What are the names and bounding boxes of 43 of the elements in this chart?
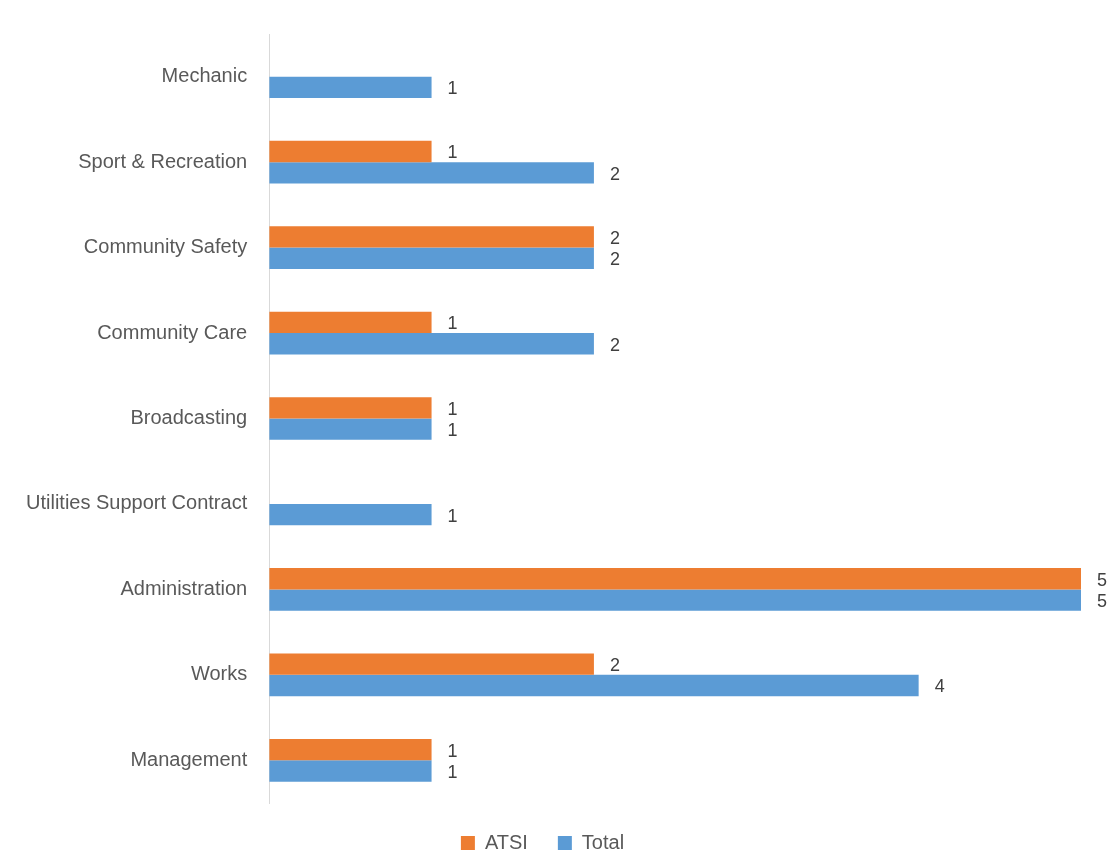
bar — [269, 333, 594, 355]
data-label: 2 — [609, 227, 620, 248]
bar — [269, 247, 594, 269]
y-tick-label: Community Care — [97, 320, 248, 343]
legend-label: ATSI — [484, 830, 528, 853]
data-label: 2 — [609, 334, 620, 355]
data-label: 1 — [447, 761, 458, 782]
bar — [269, 674, 919, 697]
data-label: 1 — [447, 142, 458, 163]
y-tick-label: Works — [190, 662, 248, 685]
data-label: 5 — [1097, 569, 1108, 590]
bar — [269, 589, 1081, 611]
bar — [269, 162, 594, 184]
data-label: 1 — [447, 505, 458, 526]
bar — [269, 760, 432, 782]
bar — [269, 140, 432, 163]
bar — [269, 568, 1081, 590]
y-tick-label: Utilities Support Contract — [26, 491, 248, 514]
data-label: 1 — [447, 78, 458, 99]
bar — [269, 311, 432, 334]
bar — [269, 418, 432, 440]
y-tick-label: Mechanic — [161, 64, 248, 87]
y-tick-label: Management — [130, 747, 248, 770]
legend-label: Total — [581, 830, 625, 853]
y-tick-label: Administration — [120, 576, 248, 599]
data-label: 4 — [934, 676, 945, 697]
y-tick-label: Community Safety — [83, 235, 248, 258]
bar — [269, 397, 432, 419]
y-tick-label: Broadcasting — [130, 406, 248, 429]
data-label: 5 — [1097, 591, 1108, 612]
data-label: 2 — [609, 163, 620, 184]
bar — [269, 653, 594, 675]
data-label: 2 — [609, 249, 620, 270]
data-label: 2 — [609, 655, 620, 676]
data-label: 1 — [447, 398, 458, 419]
data-label: 1 — [447, 420, 458, 441]
bar — [269, 738, 432, 761]
bar — [269, 76, 432, 99]
data-label: 1 — [447, 740, 458, 761]
bar — [269, 503, 432, 526]
data-label: 1 — [447, 313, 458, 334]
y-tick-label: Sport & Recreation — [78, 149, 248, 172]
bar — [269, 226, 594, 248]
